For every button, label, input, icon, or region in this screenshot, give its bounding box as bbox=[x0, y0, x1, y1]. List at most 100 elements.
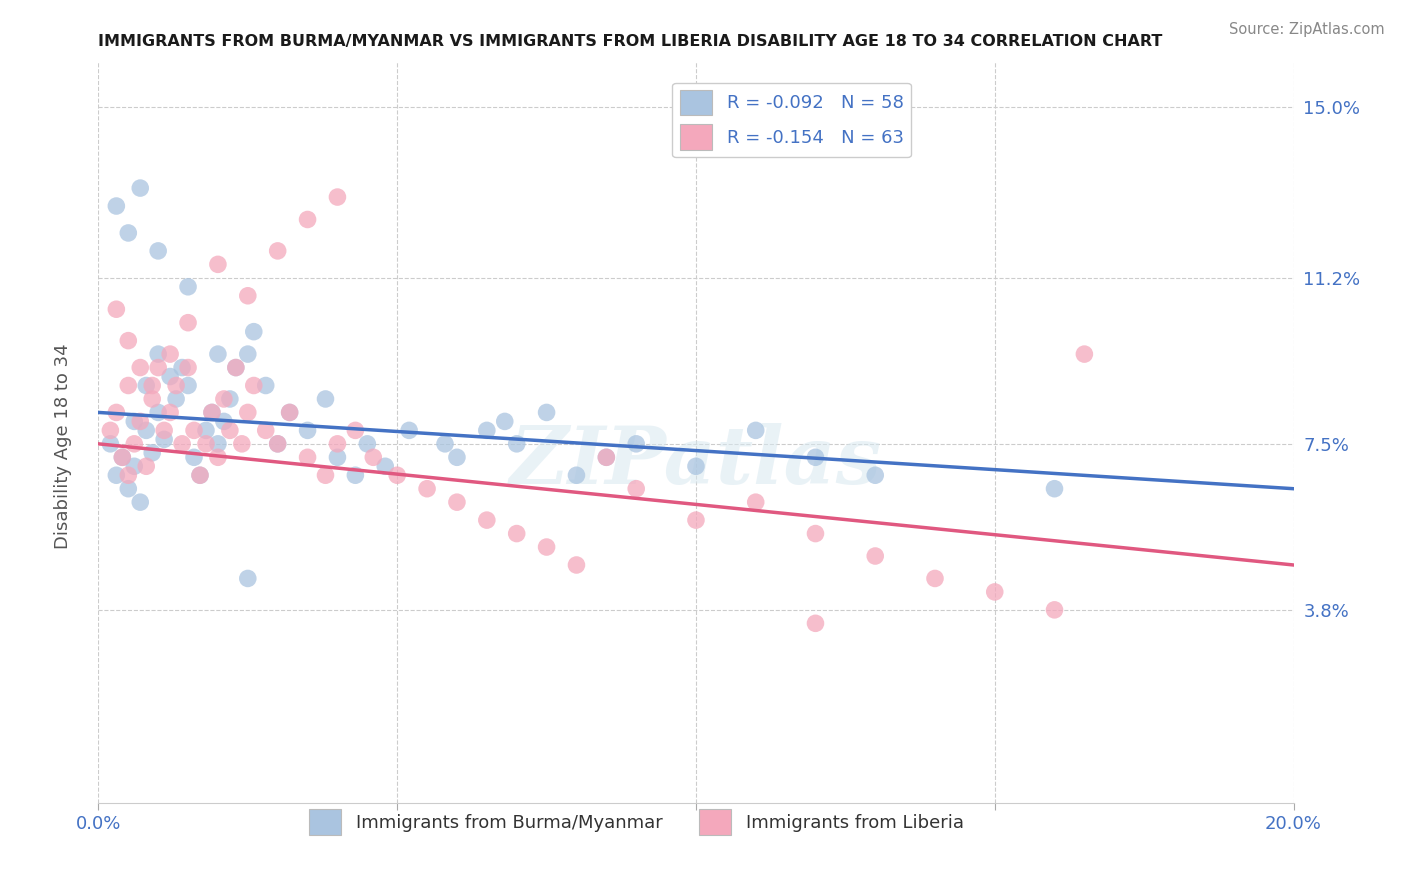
Point bbox=[626, 437, 648, 451]
Point bbox=[506, 437, 529, 451]
Point bbox=[446, 450, 468, 465]
Point bbox=[141, 446, 163, 460]
Point bbox=[506, 526, 529, 541]
Point bbox=[124, 437, 146, 451]
Point bbox=[148, 244, 170, 258]
Point bbox=[159, 369, 181, 384]
Point bbox=[188, 468, 211, 483]
Point bbox=[536, 540, 558, 554]
Point bbox=[363, 450, 385, 465]
Point bbox=[117, 378, 139, 392]
Point bbox=[385, 468, 409, 483]
Point bbox=[225, 360, 247, 375]
Text: Source: ZipAtlas.com: Source: ZipAtlas.com bbox=[1229, 22, 1385, 37]
Legend: Immigrants from Burma/Myanmar, Immigrants from Liberia: Immigrants from Burma/Myanmar, Immigrant… bbox=[302, 802, 970, 842]
Point bbox=[111, 450, 134, 465]
Point bbox=[475, 423, 498, 437]
Point bbox=[124, 414, 146, 428]
Point bbox=[183, 423, 205, 437]
Point bbox=[212, 392, 235, 406]
Text: ZIPatlas: ZIPatlas bbox=[510, 424, 882, 501]
Point bbox=[315, 392, 337, 406]
Point bbox=[172, 437, 194, 451]
Point bbox=[254, 378, 277, 392]
Point bbox=[297, 423, 319, 437]
Point bbox=[117, 468, 139, 483]
Point bbox=[254, 423, 277, 437]
Text: IMMIGRANTS FROM BURMA/MYANMAR VS IMMIGRANTS FROM LIBERIA DISABILITY AGE 18 TO 34: IMMIGRANTS FROM BURMA/MYANMAR VS IMMIGRA… bbox=[98, 34, 1163, 49]
Point bbox=[267, 437, 290, 451]
Text: Disability Age 18 to 34: Disability Age 18 to 34 bbox=[55, 343, 72, 549]
Point bbox=[225, 360, 247, 375]
Point bbox=[804, 450, 827, 465]
Point bbox=[177, 280, 200, 294]
Point bbox=[172, 360, 194, 375]
Point bbox=[398, 423, 420, 437]
Point bbox=[297, 212, 319, 227]
Point bbox=[685, 459, 707, 474]
Point bbox=[195, 423, 218, 437]
Point bbox=[865, 468, 887, 483]
Point bbox=[177, 378, 200, 392]
Point bbox=[446, 495, 468, 509]
Point bbox=[745, 423, 768, 437]
Point bbox=[236, 289, 259, 303]
Point bbox=[595, 450, 617, 465]
Point bbox=[924, 571, 946, 585]
Point bbox=[105, 302, 128, 317]
Point bbox=[207, 347, 229, 361]
Point bbox=[626, 482, 648, 496]
Point bbox=[207, 450, 229, 465]
Point bbox=[219, 423, 242, 437]
Point bbox=[165, 378, 187, 392]
Point bbox=[326, 450, 349, 465]
Point bbox=[153, 433, 176, 447]
Point bbox=[315, 468, 337, 483]
Point bbox=[1073, 347, 1095, 361]
Point bbox=[117, 334, 139, 348]
Point bbox=[177, 360, 200, 375]
Point bbox=[165, 392, 187, 406]
Point bbox=[124, 459, 146, 474]
Point bbox=[141, 392, 163, 406]
Point bbox=[326, 437, 349, 451]
Point bbox=[475, 513, 498, 527]
Point bbox=[212, 414, 235, 428]
Point bbox=[129, 495, 152, 509]
Point bbox=[148, 347, 170, 361]
Point bbox=[201, 405, 224, 419]
Point bbox=[129, 181, 152, 195]
Point bbox=[177, 316, 200, 330]
Point bbox=[344, 423, 367, 437]
Point bbox=[267, 244, 290, 258]
Point bbox=[804, 616, 827, 631]
Point bbox=[356, 437, 378, 451]
Point bbox=[326, 190, 349, 204]
Point bbox=[745, 495, 768, 509]
Point bbox=[98, 423, 122, 437]
Point bbox=[98, 437, 122, 451]
Point bbox=[135, 423, 157, 437]
Point bbox=[236, 347, 259, 361]
Point bbox=[231, 437, 253, 451]
Point bbox=[117, 226, 139, 240]
Point bbox=[219, 392, 242, 406]
Point bbox=[865, 549, 887, 563]
Point bbox=[267, 437, 290, 451]
Point bbox=[159, 405, 181, 419]
Point bbox=[201, 405, 224, 419]
Point bbox=[195, 437, 218, 451]
Point bbox=[153, 423, 176, 437]
Point bbox=[148, 405, 170, 419]
Point bbox=[297, 450, 319, 465]
Point bbox=[494, 414, 516, 428]
Point bbox=[236, 571, 259, 585]
Point bbox=[159, 347, 181, 361]
Point bbox=[1043, 603, 1066, 617]
Point bbox=[1043, 482, 1066, 496]
Point bbox=[129, 360, 152, 375]
Point bbox=[105, 405, 128, 419]
Point bbox=[135, 459, 157, 474]
Point bbox=[565, 558, 588, 572]
Point bbox=[685, 513, 707, 527]
